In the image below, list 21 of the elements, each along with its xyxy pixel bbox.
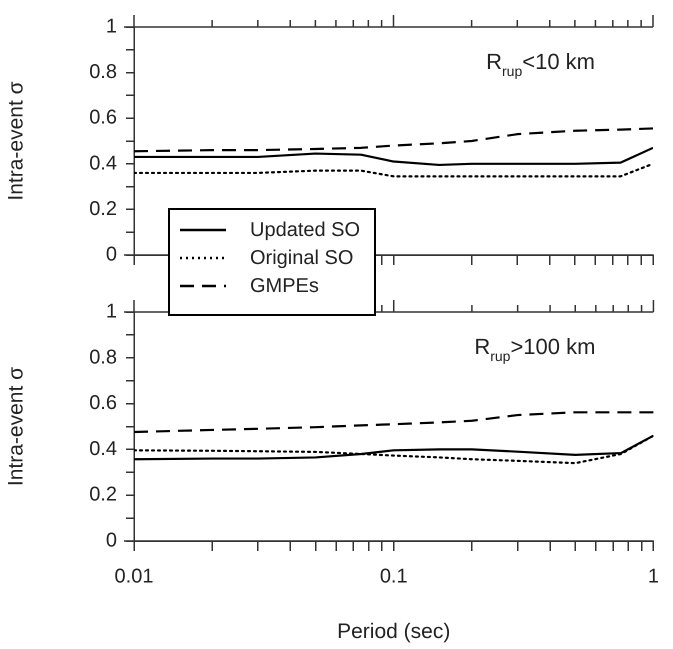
y-tick-label: 0.6 — [89, 392, 117, 414]
y-tick-label: 0.8 — [89, 346, 117, 368]
x-tick-label: 1 — [648, 566, 659, 588]
y-tick-label: 0.2 — [89, 484, 117, 506]
x-axis-title: Period (sec) — [337, 620, 450, 644]
legend-label: Updated SO — [250, 218, 360, 242]
y-tick-label: 0.4 — [89, 438, 117, 460]
y-tick-label: 1 — [106, 300, 117, 323]
x-tick-label: 0.1 — [380, 566, 408, 588]
x-tick-label: 0.01 — [114, 566, 154, 588]
y-tick-label: 0.2 — [89, 198, 117, 220]
legend-label: Original SO — [250, 246, 354, 270]
y-tick-label: 0.4 — [89, 152, 117, 174]
legend-label: GMPEs — [250, 274, 319, 298]
y-axis-title: Intra-event σ — [4, 366, 28, 486]
y-axis-title: Intra-event σ — [4, 81, 28, 201]
y-tick-label: 0.6 — [89, 106, 117, 129]
y-tick-label: 1 — [106, 16, 117, 38]
y-tick-label: 0 — [106, 244, 117, 266]
y-tick-label: 0 — [106, 530, 117, 552]
y-tick-label: 0.8 — [89, 61, 117, 84]
